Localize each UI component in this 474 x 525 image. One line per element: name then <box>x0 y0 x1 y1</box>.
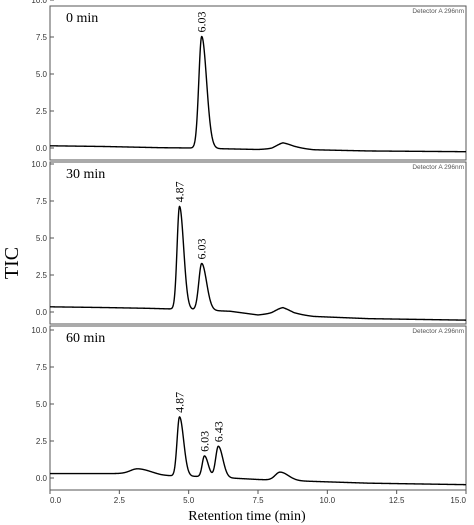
y-tick-label: 7.5 <box>36 33 48 42</box>
y-tick-label: 0.0 <box>36 308 48 317</box>
y-tick-label: 2.5 <box>36 107 48 116</box>
y-tick-label: 7.5 <box>36 363 48 372</box>
x-tick-label: 5.0 <box>183 496 195 505</box>
detector-label: Detector A 296nm <box>412 328 464 335</box>
x-tick-label: 10.0 <box>320 496 336 505</box>
x-tick-label: 12.5 <box>389 496 405 505</box>
panel-frame <box>49 161 467 325</box>
y-tick-label: 2.5 <box>36 437 48 446</box>
panel-title: 0 min <box>66 11 98 26</box>
y-axis-title: TIC <box>1 247 23 279</box>
x-tick-label: 0.0 <box>50 496 62 505</box>
chromatogram-trace <box>49 416 467 486</box>
y-tick-label: 7.5 <box>36 197 48 206</box>
chromatogram-trace <box>49 205 467 321</box>
x-axis: 0.0 2.5 5.0 7.5 10.0 12.5 15.0 <box>49 490 467 505</box>
y-tick-label: 5.0 <box>36 234 48 243</box>
x-axis-title: Retention time (min) <box>188 509 306 524</box>
peak-label: 6.03 <box>195 11 209 32</box>
x-tick-label: 15.0 <box>450 496 466 505</box>
peak-label: 6.03 <box>195 238 209 259</box>
peak-label: 4.87 <box>173 181 187 202</box>
chromatogram-trace <box>49 35 467 153</box>
y-tick-label: 10.0 <box>31 0 47 5</box>
y-tick-label: 5.0 <box>36 400 48 409</box>
y-tick-label: 2.5 <box>36 271 48 280</box>
panel-frame <box>49 5 467 161</box>
y-tick-label: 10.0 <box>31 160 47 169</box>
x-tick-label: 2.5 <box>114 496 126 505</box>
panel-title: 60 min <box>66 331 105 346</box>
panel-2: 0.0 2.5 5.0 7.5 10.0 Detector A 296nm 30 min 4.… <box>31 160 467 325</box>
panel-3: 0.0 2.5 5.0 7.5 10.0 Detector A 296nm 60 min 4.… <box>31 325 467 491</box>
y-tick-label: 10.0 <box>31 326 47 335</box>
x-tick-label: 7.5 <box>252 496 264 505</box>
y-tick-label: 0.0 <box>36 144 48 153</box>
panel-title: 30 min <box>66 167 105 182</box>
peak-label: 4.87 <box>173 392 187 413</box>
y-tick-label: 0.0 <box>36 474 48 483</box>
y-tick-label: 5.0 <box>36 70 48 79</box>
detector-label: Detector A 296nm <box>412 8 464 15</box>
peak-label: 6.03 <box>197 431 211 452</box>
peak-label: 6.43 <box>211 421 225 442</box>
detector-label: Detector A 296nm <box>412 164 464 171</box>
chromatogram-panels: 0.0 2.5 5.0 7.5 10.0 Detector A 296nm 0 min 6.0… <box>31 0 467 491</box>
panel-frame <box>49 325 467 491</box>
panel-1: 0.0 2.5 5.0 7.5 10.0 Detector A 296nm 0 min 6.0… <box>31 0 467 161</box>
